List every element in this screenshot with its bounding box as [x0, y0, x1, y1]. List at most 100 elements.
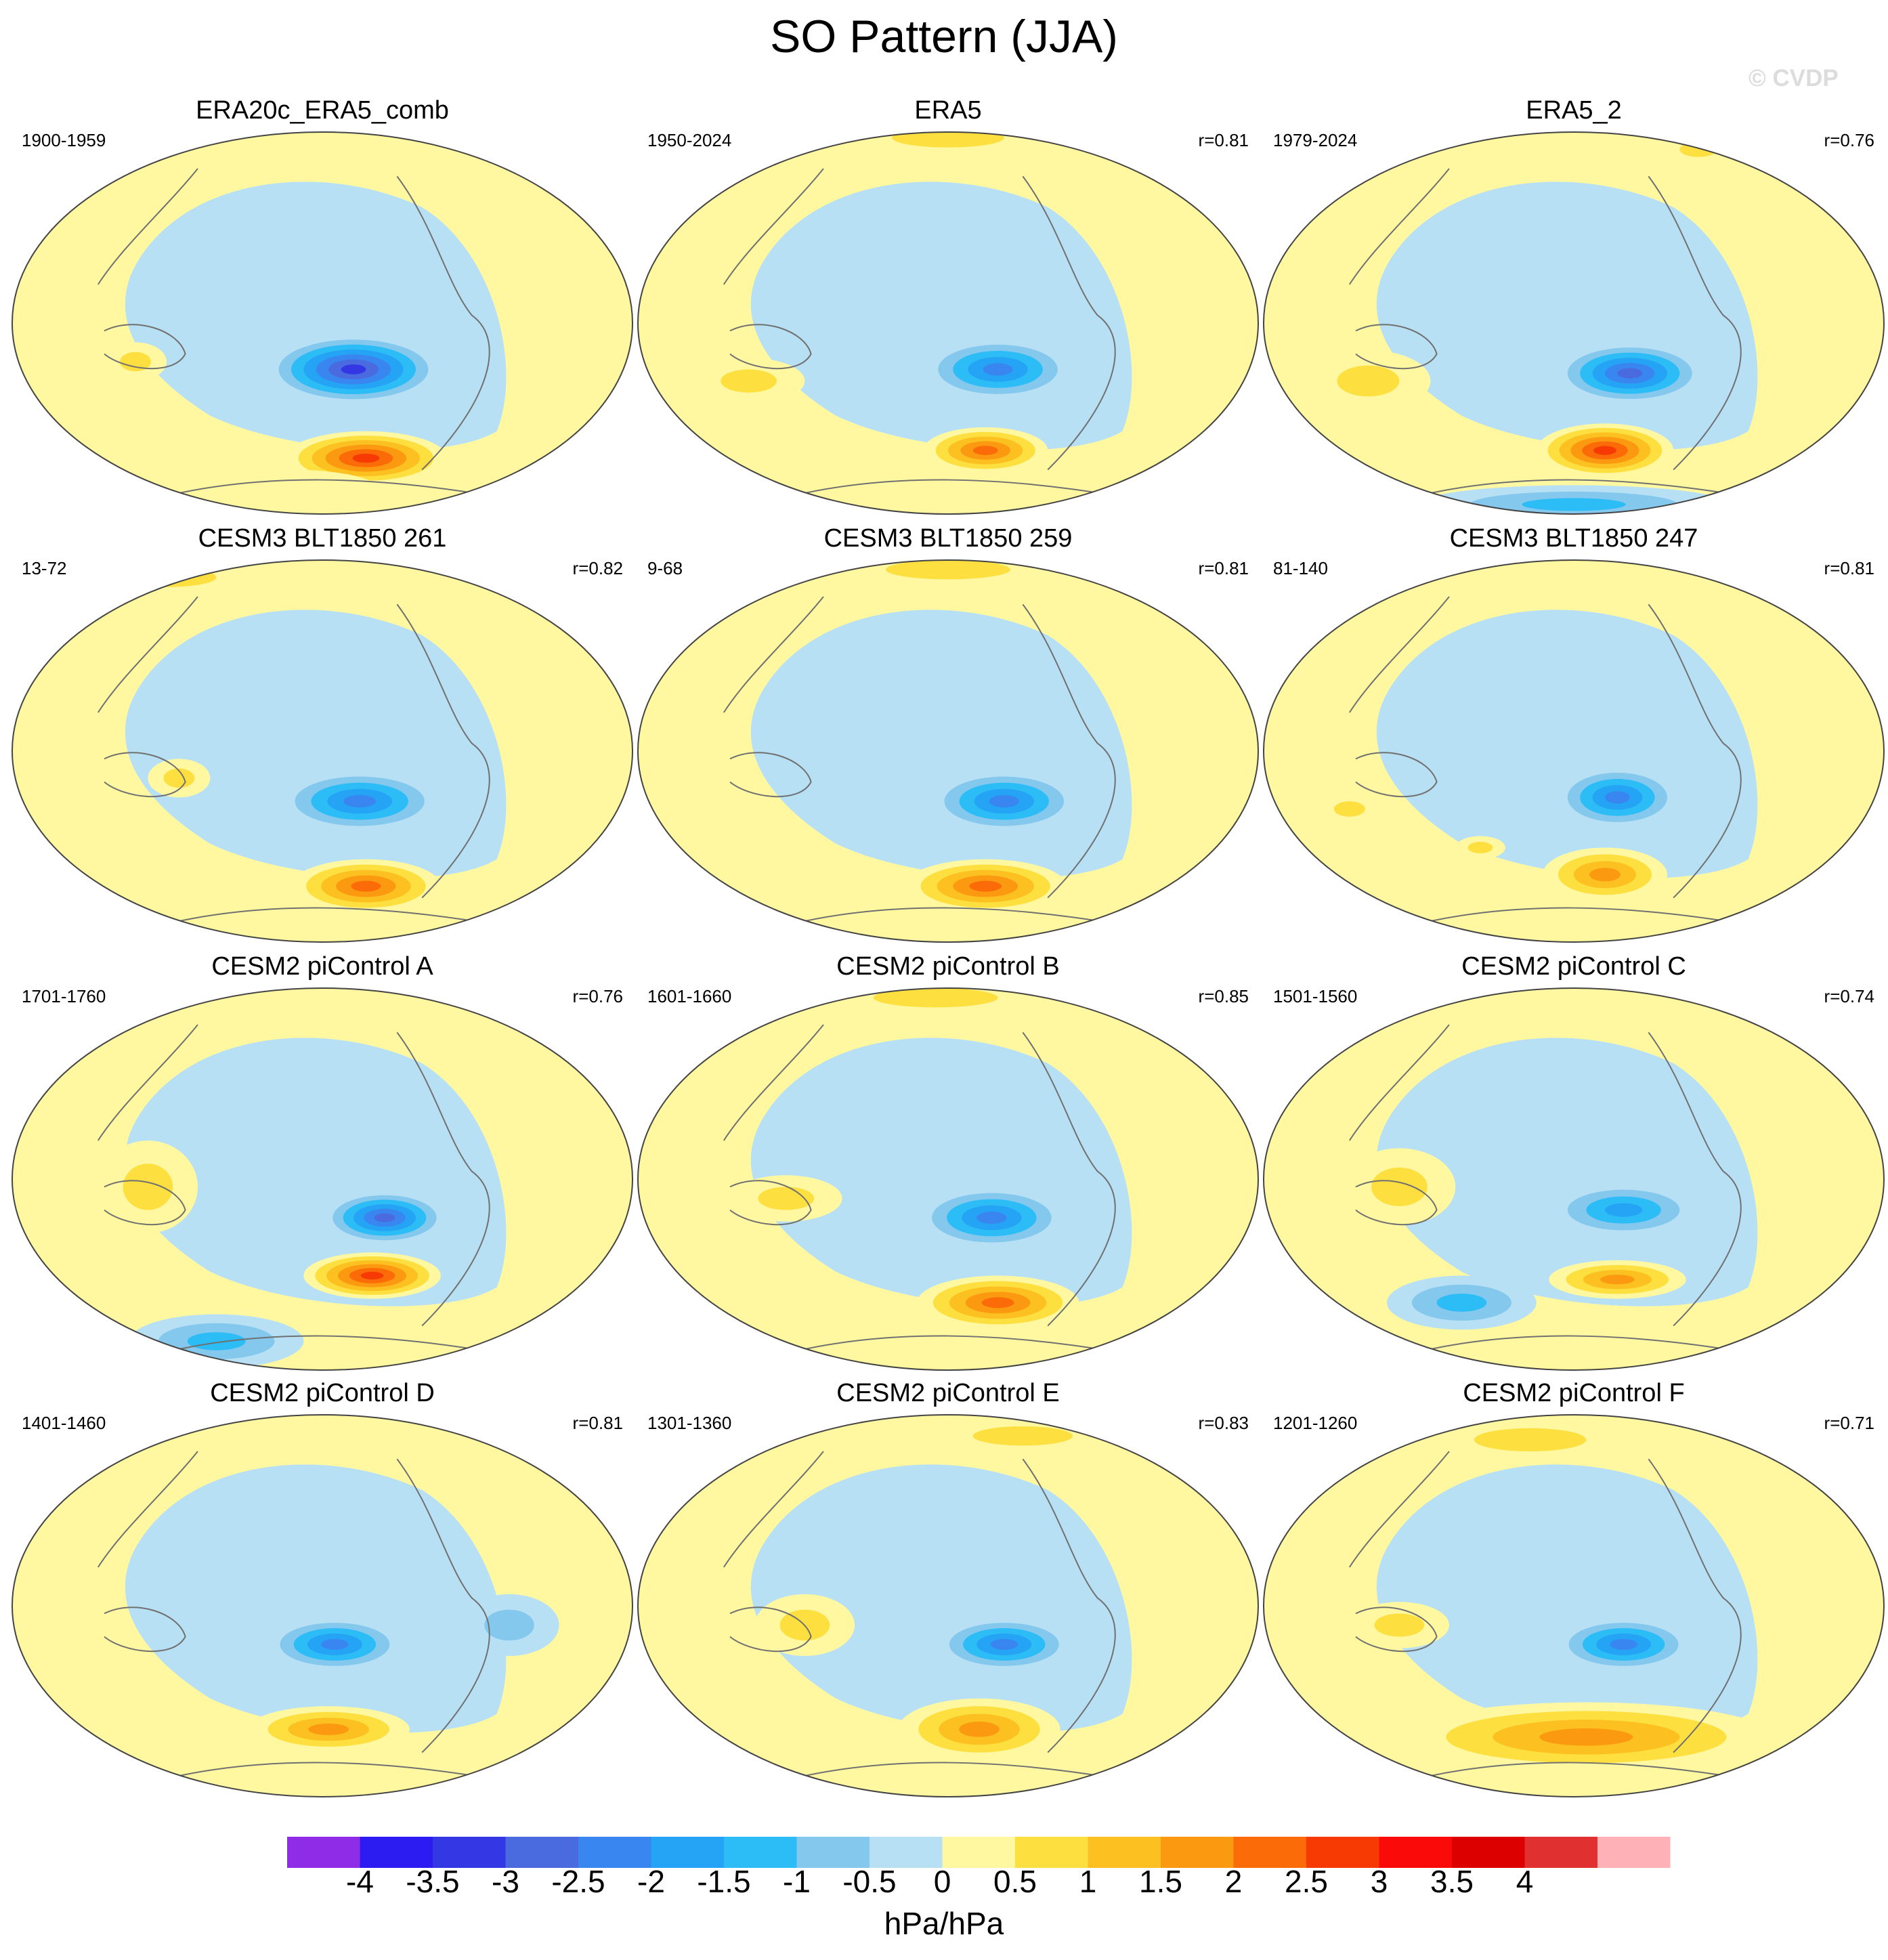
- colorbar-box: [1233, 1837, 1306, 1868]
- anomaly-contour: [1371, 1167, 1428, 1206]
- panel-title: ERA20c_ERA5_comb: [196, 96, 449, 125]
- colorbar-box: [433, 1837, 506, 1868]
- anomaly-contour: [163, 768, 195, 788]
- anomaly-contour: [123, 1164, 173, 1210]
- colorbar-box: [870, 1837, 943, 1868]
- map-border: [1263, 131, 1885, 515]
- pattern-correlation: r=0.76: [1824, 130, 1874, 150]
- colorbar-units: hPa/hPa: [884, 1906, 1004, 1941]
- colorbar-tick-label: -0.5: [842, 1864, 897, 1899]
- colorbar-box: [578, 1837, 651, 1868]
- pacific-negative-region: [1376, 1038, 1758, 1306]
- so-pattern-map: [1263, 987, 1885, 1371]
- map-border: [1263, 987, 1885, 1371]
- panel-title: CESM2 piControl F: [1463, 1379, 1685, 1407]
- anomaly-contour: [959, 1722, 1000, 1737]
- panel-period: 1601-1660: [647, 986, 732, 1006]
- coastline: [723, 1024, 1123, 1358]
- coastline: [97, 1451, 497, 1785]
- anomaly-contour: [981, 1297, 1014, 1308]
- colorbar-tick-label: 4: [1516, 1864, 1534, 1899]
- colorbar-tick-label: 3: [1370, 1864, 1388, 1899]
- figure-title: SO Pattern (JJA): [770, 11, 1118, 62]
- map-panel: CESM2 piControl B 1601-1660 r=0.85: [635, 951, 1261, 1378]
- pattern-correlation: r=0.81: [1198, 558, 1249, 578]
- anomaly-contour: [972, 1426, 1073, 1446]
- map-border: [637, 131, 1259, 515]
- pattern-correlation: r=0.71: [1824, 1413, 1874, 1433]
- map-border: [1263, 559, 1885, 943]
- anomaly-contour: [351, 880, 381, 892]
- panel-title: CESM2 piControl B: [836, 952, 1060, 981]
- anomaly-contour: [1605, 791, 1630, 804]
- map-border: [637, 987, 1259, 1371]
- anomaly-contour: [977, 1211, 1007, 1224]
- panel-period: 1501-1560: [1273, 986, 1358, 1006]
- coastline: [1348, 168, 1748, 502]
- panel-title: CESM3 BLT1850 259: [823, 524, 1073, 553]
- anomaly-contour: [343, 794, 377, 808]
- panel-title: CESM2 piControl C: [1461, 952, 1686, 981]
- anomaly-contour: [721, 369, 777, 393]
- map-panel: ERA5 1950-2024 r=0.81: [635, 95, 1261, 521]
- map-border: [637, 1414, 1259, 1797]
- colorbar-box: [942, 1837, 1015, 1868]
- anomaly-contour: [1539, 1728, 1633, 1746]
- so-pattern-map: [637, 1414, 1259, 1797]
- so-pattern-map: [12, 987, 633, 1371]
- colorbar-box: [1015, 1837, 1088, 1868]
- coastline: [1348, 1451, 1748, 1785]
- anomaly-contour: [321, 1639, 349, 1650]
- colorbar-tick-label: 2: [1224, 1864, 1243, 1899]
- colorbar-box: [1161, 1837, 1234, 1868]
- map-panel: CESM3 BLT1850 247 81-140 r=0.81: [1261, 523, 1887, 950]
- pattern-correlation: r=0.76: [572, 986, 623, 1006]
- colorbar-tick-label: 0.5: [993, 1864, 1037, 1899]
- anomaly-contour: [1522, 498, 1626, 511]
- panel-title: CESM3 BLT1850 247: [1449, 524, 1698, 553]
- panel-period: 1900-1959: [22, 130, 106, 150]
- colorbar-tick-label: -1.5: [697, 1864, 751, 1899]
- so-pattern-map: [1263, 559, 1885, 943]
- anomaly-contour: [1610, 1639, 1637, 1650]
- pattern-correlation: r=0.81: [1824, 558, 1874, 578]
- colorbar-box: [287, 1837, 360, 1868]
- coastline: [723, 1451, 1123, 1785]
- panel-period: 1979-2024: [1273, 130, 1358, 150]
- panel-title: CESM2 piControl D: [210, 1379, 435, 1407]
- map-panel: CESM3 BLT1850 259 9-68 r=0.81: [635, 523, 1261, 950]
- colorbar-box: [651, 1837, 724, 1868]
- panel-title: CESM2 piControl E: [836, 1379, 1060, 1407]
- colorbar-tick-label: -2.5: [551, 1864, 605, 1899]
- anomaly-contour: [1617, 368, 1643, 379]
- anomaly-contour: [989, 794, 1019, 808]
- colorbar-tick-label: 1.5: [1139, 1864, 1182, 1899]
- panel-title: ERA5_2: [1526, 96, 1622, 125]
- map-border: [1263, 1414, 1885, 1797]
- coastline: [1348, 1024, 1748, 1358]
- coastline: [97, 596, 497, 930]
- so-pattern-map: [12, 131, 633, 515]
- anomaly-contour: [120, 351, 151, 372]
- colorbar-box: [505, 1837, 578, 1868]
- panel-period: 9-68: [647, 558, 683, 578]
- anomaly-contour: [1436, 1294, 1487, 1312]
- map-panel: CESM2 piControl A 1701-1760 r=0.76: [9, 951, 635, 1378]
- coastline: [97, 1024, 497, 1358]
- colorbar-tick-label: -2: [637, 1864, 665, 1899]
- map-border: [12, 987, 633, 1371]
- map-panel: CESM2 piControl F 1201-1260 r=0.71: [1261, 1378, 1887, 1804]
- map-panel: CESM2 piControl D 1401-1460 r=0.81: [9, 1378, 635, 1804]
- panel-period: 1701-1760: [22, 986, 106, 1006]
- anomaly-contour: [1605, 1203, 1643, 1217]
- anomaly-contour: [886, 560, 1010, 580]
- anomaly-contour: [983, 363, 1013, 376]
- anomaly-contour: [1589, 868, 1621, 882]
- anomaly-contour: [1337, 365, 1400, 397]
- panel-title: CESM2 piControl A: [211, 952, 433, 981]
- colorbar-tick-label: 3.5: [1430, 1864, 1474, 1899]
- map-panel: ERA20c_ERA5_comb 1900-1959: [9, 95, 635, 521]
- pattern-correlation: r=0.83: [1198, 1413, 1249, 1433]
